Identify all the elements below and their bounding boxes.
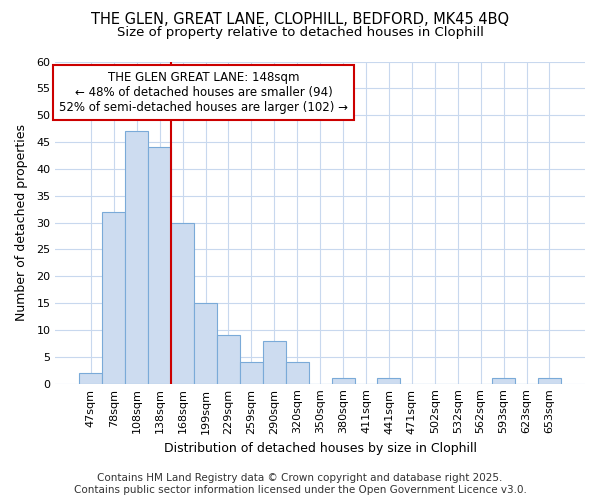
Text: THE GLEN GREAT LANE: 148sqm
← 48% of detached houses are smaller (94)
52% of sem: THE GLEN GREAT LANE: 148sqm ← 48% of det… <box>59 71 348 114</box>
Bar <box>103 212 125 384</box>
Text: Size of property relative to detached houses in Clophill: Size of property relative to detached ho… <box>116 26 484 39</box>
Bar <box>240 362 263 384</box>
Bar <box>148 148 171 384</box>
Text: THE GLEN, GREAT LANE, CLOPHILL, BEDFORD, MK45 4BQ: THE GLEN, GREAT LANE, CLOPHILL, BEDFORD,… <box>91 12 509 28</box>
Y-axis label: Number of detached properties: Number of detached properties <box>15 124 28 321</box>
Bar <box>286 362 308 384</box>
X-axis label: Distribution of detached houses by size in Clophill: Distribution of detached houses by size … <box>164 442 476 455</box>
Bar <box>492 378 515 384</box>
Bar <box>263 340 286 384</box>
Bar <box>194 303 217 384</box>
Bar <box>79 373 103 384</box>
Bar <box>377 378 400 384</box>
Bar <box>538 378 561 384</box>
Bar <box>125 132 148 384</box>
Text: Contains HM Land Registry data © Crown copyright and database right 2025.
Contai: Contains HM Land Registry data © Crown c… <box>74 474 526 495</box>
Bar <box>332 378 355 384</box>
Bar <box>171 222 194 384</box>
Bar <box>217 336 240 384</box>
